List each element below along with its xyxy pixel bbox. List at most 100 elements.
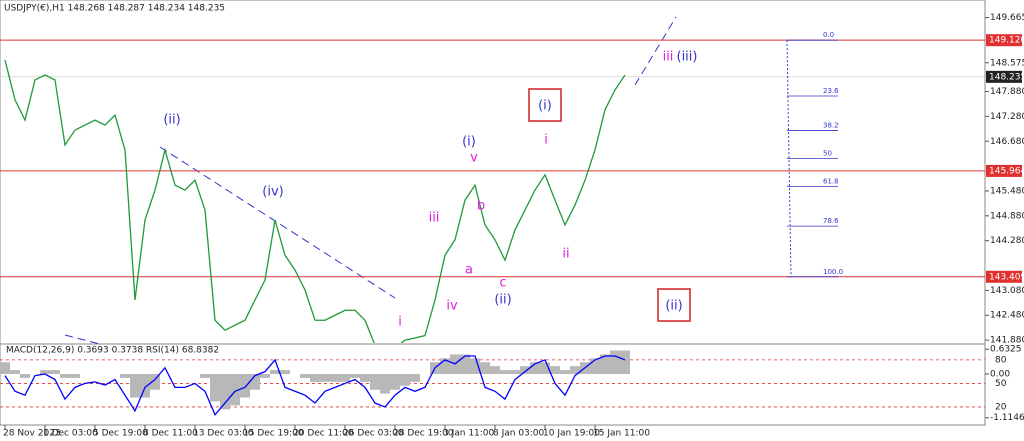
wave-label: (i) bbox=[462, 135, 476, 150]
current-price-box bbox=[986, 70, 1022, 83]
histogram-bar bbox=[300, 374, 310, 378]
indicator-panel bbox=[0, 350, 985, 417]
histogram-bar bbox=[350, 374, 360, 378]
x-tick-label: 15 Dec 19:00 bbox=[243, 429, 304, 439]
price-line bbox=[4, 59, 626, 343]
histogram-bar bbox=[370, 374, 380, 390]
y-tick-label: 142.480 bbox=[990, 311, 1024, 321]
histogram-bar bbox=[480, 362, 490, 375]
y-tick-label: 145.480 bbox=[990, 186, 1024, 196]
wave-label: c bbox=[499, 276, 506, 291]
wave-label: b bbox=[477, 199, 485, 214]
chart-title: USDJPY(€),H1 148.268 148.287 148.234 148… bbox=[4, 4, 225, 14]
histogram-bar bbox=[360, 374, 370, 382]
fib-label: 0.0 bbox=[823, 31, 834, 39]
histogram-bar bbox=[220, 374, 230, 410]
y-tick-label: 148.575 bbox=[990, 58, 1024, 68]
histogram-bar bbox=[410, 374, 420, 382]
fib-label: 50 bbox=[823, 149, 832, 157]
y-tick-label: 146.680 bbox=[990, 137, 1024, 147]
histogram-bar bbox=[120, 374, 130, 378]
histogram-bar bbox=[50, 370, 60, 375]
wave-label: iv bbox=[446, 299, 458, 314]
histogram-bar bbox=[560, 370, 570, 375]
y2-tick-label: 20 bbox=[995, 402, 1007, 412]
y2-tick-label: 50 bbox=[995, 379, 1007, 389]
label-box bbox=[528, 88, 562, 122]
y-tick-label: 0.00 bbox=[990, 370, 1010, 380]
histogram-bar bbox=[280, 370, 290, 375]
histogram-bar bbox=[460, 354, 470, 375]
histogram-bar bbox=[440, 358, 450, 375]
histogram-bar bbox=[140, 374, 150, 398]
histogram-bar bbox=[200, 374, 210, 378]
level-label: 145.964 bbox=[989, 166, 1024, 176]
level-box bbox=[986, 270, 1022, 283]
histogram-bar bbox=[240, 374, 250, 398]
wave-label: i bbox=[544, 133, 548, 148]
y-tick-label: 143.080 bbox=[990, 286, 1024, 296]
wave-label: (iii) bbox=[677, 50, 698, 65]
histogram-bar bbox=[230, 374, 240, 406]
current-price-label: 148.235 bbox=[989, 72, 1024, 82]
y-tick-label: 144.280 bbox=[990, 236, 1024, 246]
price-line bbox=[4, 355, 626, 417]
histogram-bar bbox=[590, 358, 600, 375]
wave-label: v bbox=[470, 151, 478, 166]
wave-label: iii bbox=[429, 211, 440, 226]
projection-line bbox=[634, 16, 677, 86]
histogram-bar bbox=[40, 370, 50, 375]
histogram-bar bbox=[620, 350, 630, 375]
histogram-bar bbox=[550, 366, 560, 375]
histogram-bar bbox=[10, 370, 20, 375]
wave-label: iii bbox=[663, 50, 674, 65]
histogram-bar bbox=[260, 374, 270, 378]
wave-label: (ii) bbox=[665, 299, 682, 314]
plot-frame bbox=[0, 0, 986, 426]
x-tick-label: 20 Dec 11:00 bbox=[293, 429, 354, 439]
x-tick-label: 26 Dec 03:00 bbox=[343, 429, 404, 439]
histogram-bar bbox=[570, 366, 580, 375]
histogram-bar bbox=[520, 366, 530, 375]
histogram-bar bbox=[250, 374, 260, 390]
histogram-bar bbox=[270, 370, 280, 375]
y-tick-label: 149.665 bbox=[990, 13, 1024, 23]
wave-label: ii bbox=[562, 247, 569, 262]
level-label: 149.120 bbox=[989, 36, 1024, 46]
wave-label: a bbox=[465, 263, 473, 278]
y-tick-label: 147.880 bbox=[990, 87, 1024, 97]
histogram-bar bbox=[500, 370, 510, 375]
histogram-bar bbox=[60, 374, 70, 378]
x-tick-label: 8 Jan 03:00 bbox=[493, 429, 545, 439]
x-tick-label: 3 Jan 11:00 bbox=[443, 429, 495, 439]
wave-label: (ii) bbox=[163, 113, 180, 128]
histogram-bar bbox=[380, 374, 390, 394]
x-tick-label: 1 Dec 03:00 bbox=[43, 429, 98, 439]
wave-label: (iv) bbox=[262, 185, 283, 200]
histogram-bar bbox=[470, 358, 480, 375]
x-tick-label: 10 Jan 19:00 bbox=[543, 429, 600, 439]
y-tick-label: 144.880 bbox=[990, 211, 1024, 221]
x-tick-label: 28 Dec 19:00 bbox=[393, 429, 454, 439]
histogram-bar bbox=[530, 362, 540, 375]
indicator-title: MACD(12,26,9) 0.3693 0.3738 RSI(14) 68.8… bbox=[6, 346, 219, 356]
histogram-bar bbox=[540, 362, 550, 375]
y-tick-label: -1.1146 bbox=[990, 413, 1024, 423]
wave-label: i bbox=[398, 315, 402, 330]
histogram-bar bbox=[320, 374, 330, 382]
histogram-bar bbox=[390, 374, 400, 390]
level-box bbox=[986, 164, 1022, 177]
histogram-bar bbox=[310, 374, 320, 382]
x-tick-label: 15 Jan 11:00 bbox=[593, 429, 650, 439]
trend-line bbox=[159, 146, 396, 299]
histogram-bar bbox=[510, 370, 520, 375]
histogram-bar bbox=[0, 362, 10, 375]
fib-axis bbox=[786, 40, 792, 277]
fib-label: 61.8 bbox=[823, 177, 839, 185]
wave-label: (i) bbox=[538, 99, 552, 114]
level-box bbox=[986, 34, 1022, 47]
histogram-bar bbox=[150, 374, 160, 390]
fib-label: 78.6 bbox=[823, 217, 839, 225]
y2-tick-label: 80 bbox=[995, 355, 1007, 365]
